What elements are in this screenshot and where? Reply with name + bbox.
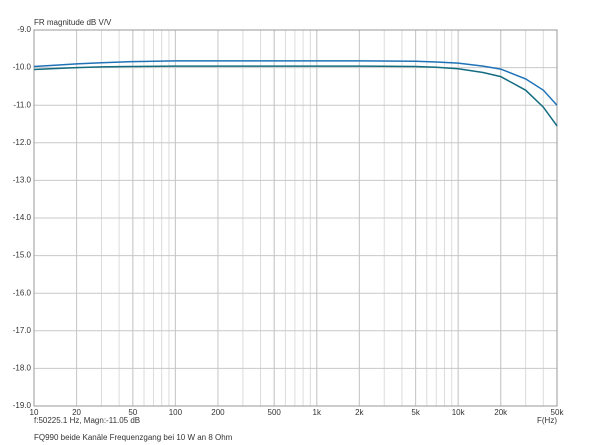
x-axis-label: F(Hz) xyxy=(537,416,557,425)
series-line xyxy=(33,60,558,106)
x-tick-label: 10 xyxy=(30,408,39,417)
y-tick-label: -11.0 xyxy=(13,100,31,109)
y-tick-label: -16.0 xyxy=(13,288,32,297)
x-tick-label: 20 xyxy=(72,408,81,417)
x-tick-label: 100 xyxy=(169,408,183,417)
y-tick-label: -13.0 xyxy=(13,176,32,185)
y-tick-label: -9.0 xyxy=(17,25,31,34)
y-tick-label: -15.0 xyxy=(13,251,32,260)
x-tick-label: 500 xyxy=(268,408,282,417)
x-tick-label: 5k xyxy=(411,408,420,417)
x-tick-label: 1k xyxy=(313,408,322,417)
x-tick-label: 200 xyxy=(211,408,225,417)
cursor-readout: f:50225.1 Hz, Magn:-11.05 dB xyxy=(34,416,140,425)
x-tick-label: 10k xyxy=(452,408,466,417)
x-tick-label: 2k xyxy=(355,408,364,417)
caption: FQ990 beide Kanäle Frequenzgang bei 10 W… xyxy=(34,433,233,442)
y-tick-label: -12.0 xyxy=(13,138,32,147)
y-tick-label: -14.0 xyxy=(13,213,32,222)
y-tick-label: -10.0 xyxy=(13,63,32,72)
x-tick-label: 20k xyxy=(494,408,508,417)
x-tick-label: 50 xyxy=(128,408,137,417)
plot-frame xyxy=(33,29,558,407)
series-line xyxy=(33,65,558,127)
x-tick-label: 50k xyxy=(551,408,565,417)
chart-title: FR magnitude dB V/V xyxy=(34,18,112,27)
y-tick-label: -17.0 xyxy=(13,326,32,335)
y-tick-label: -18.0 xyxy=(13,364,32,373)
y-tick-label: -19.0 xyxy=(13,401,32,410)
